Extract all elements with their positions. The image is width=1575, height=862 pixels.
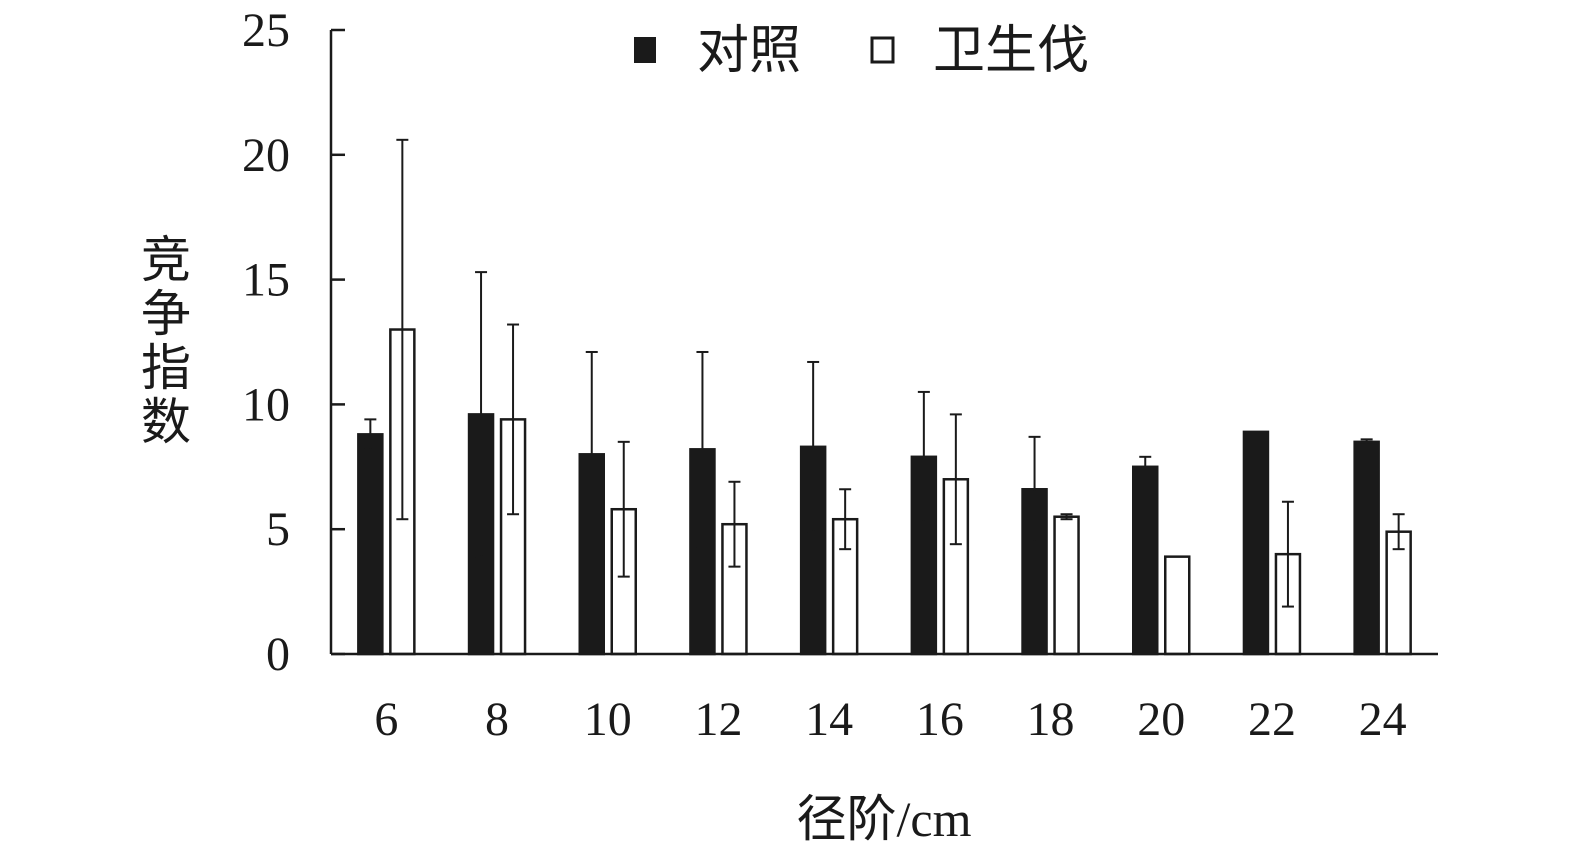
axes-layer bbox=[329, 28, 1438, 656]
x-tick-label-20: 20 bbox=[1137, 693, 1185, 746]
x-tick-label-24: 24 bbox=[1359, 693, 1407, 746]
x-axis-label: 径阶/cm bbox=[797, 791, 972, 847]
y-tick-label-20: 20 bbox=[242, 129, 290, 182]
bar-sanitation-20 bbox=[1164, 555, 1191, 656]
y-tick-labels: 0 5 10 15 20 25 bbox=[242, 4, 290, 681]
y-tick-label-0: 0 bbox=[266, 628, 290, 681]
y-axis-label: 竞争指数 bbox=[134, 233, 190, 449]
y-tick-label-10: 10 bbox=[242, 378, 290, 431]
x-tick-label-16: 16 bbox=[916, 693, 964, 746]
legend-swatch-sanitation bbox=[870, 36, 895, 64]
legend-swatch-control bbox=[634, 37, 656, 63]
y-tick-label-5: 5 bbox=[266, 503, 290, 556]
x-tick-label-10: 10 bbox=[584, 693, 632, 746]
y-tick-label-15: 15 bbox=[242, 254, 290, 307]
bar-control-24 bbox=[1353, 440, 1380, 656]
x-tick-labels: 6 8 10 12 14 16 18 20 22 24 bbox=[374, 693, 1406, 746]
bar-control-20 bbox=[1132, 465, 1159, 656]
x-tick-label-18: 18 bbox=[1027, 693, 1075, 746]
x-tick-label-12: 12 bbox=[694, 693, 742, 746]
legend-label-control: 对照 bbox=[697, 23, 801, 80]
bar-sanitation-18 bbox=[1053, 515, 1080, 656]
x-tick-label-22: 22 bbox=[1248, 693, 1296, 746]
x-tick-label-8: 8 bbox=[485, 693, 509, 746]
bars-layer bbox=[357, 328, 1412, 656]
x-tick-label-6: 6 bbox=[374, 693, 398, 746]
bar-control-22 bbox=[1242, 430, 1270, 656]
x-tick-label-14: 14 bbox=[805, 693, 853, 746]
legend: 对照 卫生伐 bbox=[634, 23, 1089, 80]
legend-label-sanitation: 卫生伐 bbox=[933, 23, 1089, 80]
error-bars-layer bbox=[364, 138, 1405, 608]
y-tick-label-25: 25 bbox=[242, 4, 290, 57]
bar-control-6 bbox=[357, 433, 384, 656]
